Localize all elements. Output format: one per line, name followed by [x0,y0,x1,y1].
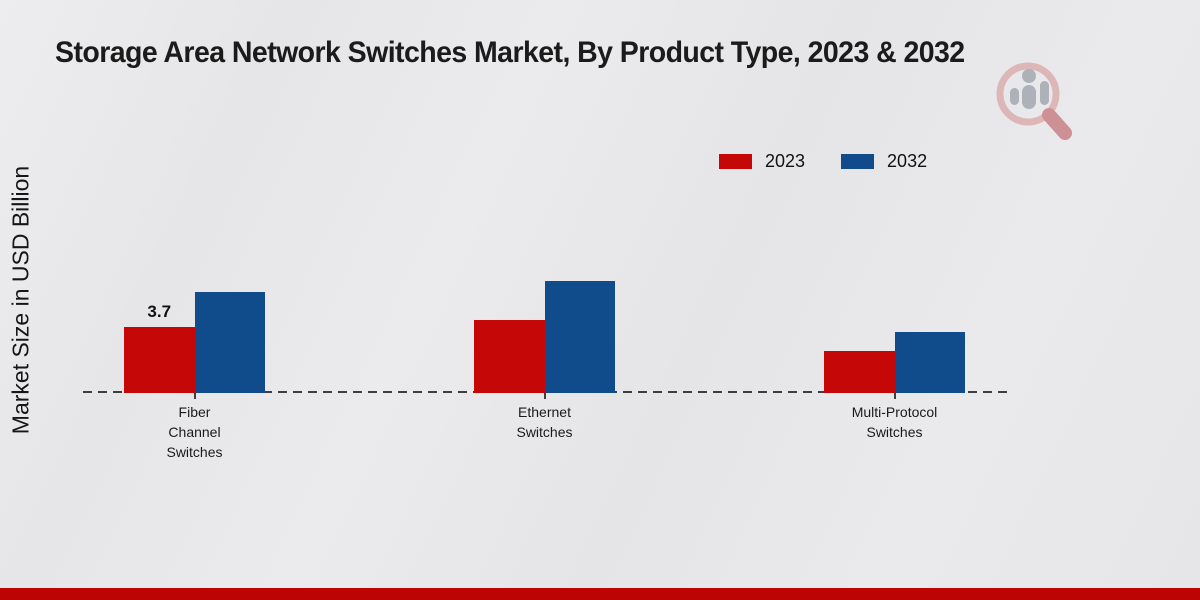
category-label-multi-protocol-switches: Multi-Protocol Switches [851,404,938,440]
bar-2023-fiber-channel-switches [124,327,195,393]
legend-swatch-2023 [719,154,752,169]
bar-2032-ethernet-switches [544,281,615,393]
legend-label: 2032 [887,151,928,171]
y-axis-label: Market Size in USD Billion [7,165,34,435]
legend-item-2023: 2023 [719,151,805,172]
footer-accent-bar [0,588,1200,600]
category-label-ethernet-switches: Ethernet Switches [516,404,573,440]
legend: 2023 2032 [719,151,927,172]
magnifier-bar-chart-logo-icon [996,62,1072,140]
x-axis-tick [893,393,896,399]
x-axis-tick [193,393,196,399]
chart-title: Storage Area Network Switches Market, By… [55,36,965,69]
category-label-fiber-channel-switches: Fiber Channel Switches [166,404,223,460]
x-axis-tick [543,393,546,399]
bar-2023-multi-protocol-switches [824,351,895,393]
bar-value-label: 3.7 [147,302,172,321]
legend-swatch-2032 [841,154,875,169]
legend-label: 2023 [765,151,806,171]
bar-2032-fiber-channel-switches [194,292,265,393]
bar-2023-ethernet-switches [474,320,545,393]
legend-item-2032: 2032 [841,151,927,172]
bar-2032-multi-protocol-switches [894,332,965,393]
